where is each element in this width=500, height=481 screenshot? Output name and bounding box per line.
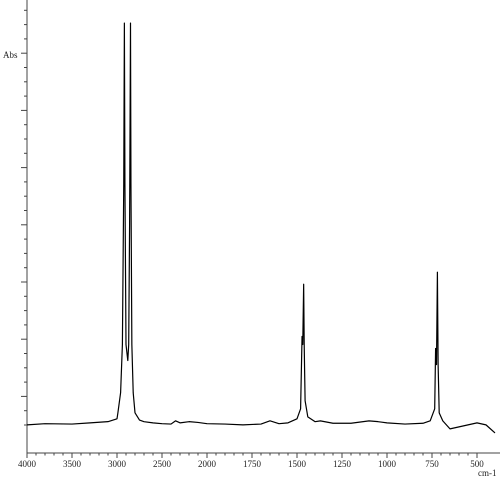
x-tick-label: 3500	[63, 459, 82, 469]
x-tick-label: 3000	[108, 459, 127, 469]
x-tick-label: 1750	[243, 459, 262, 469]
x-tick-label: 1250	[333, 459, 352, 469]
x-tick-label: 4000	[18, 459, 37, 469]
x-tick-label: 1500	[288, 459, 307, 469]
y-axis-label: Abs	[3, 50, 18, 60]
x-tick-label: 1000	[378, 459, 397, 469]
x-axis-label: cm-1	[478, 468, 497, 478]
y-axis-minor-ticks	[21, 9, 27, 426]
x-tick-label: 2000	[198, 459, 217, 469]
spectrum-line	[26, 22, 496, 434]
x-tick-label: 500	[470, 459, 484, 469]
x-tick-label: 2500	[153, 459, 172, 469]
x-tick-label: 750	[425, 459, 439, 469]
